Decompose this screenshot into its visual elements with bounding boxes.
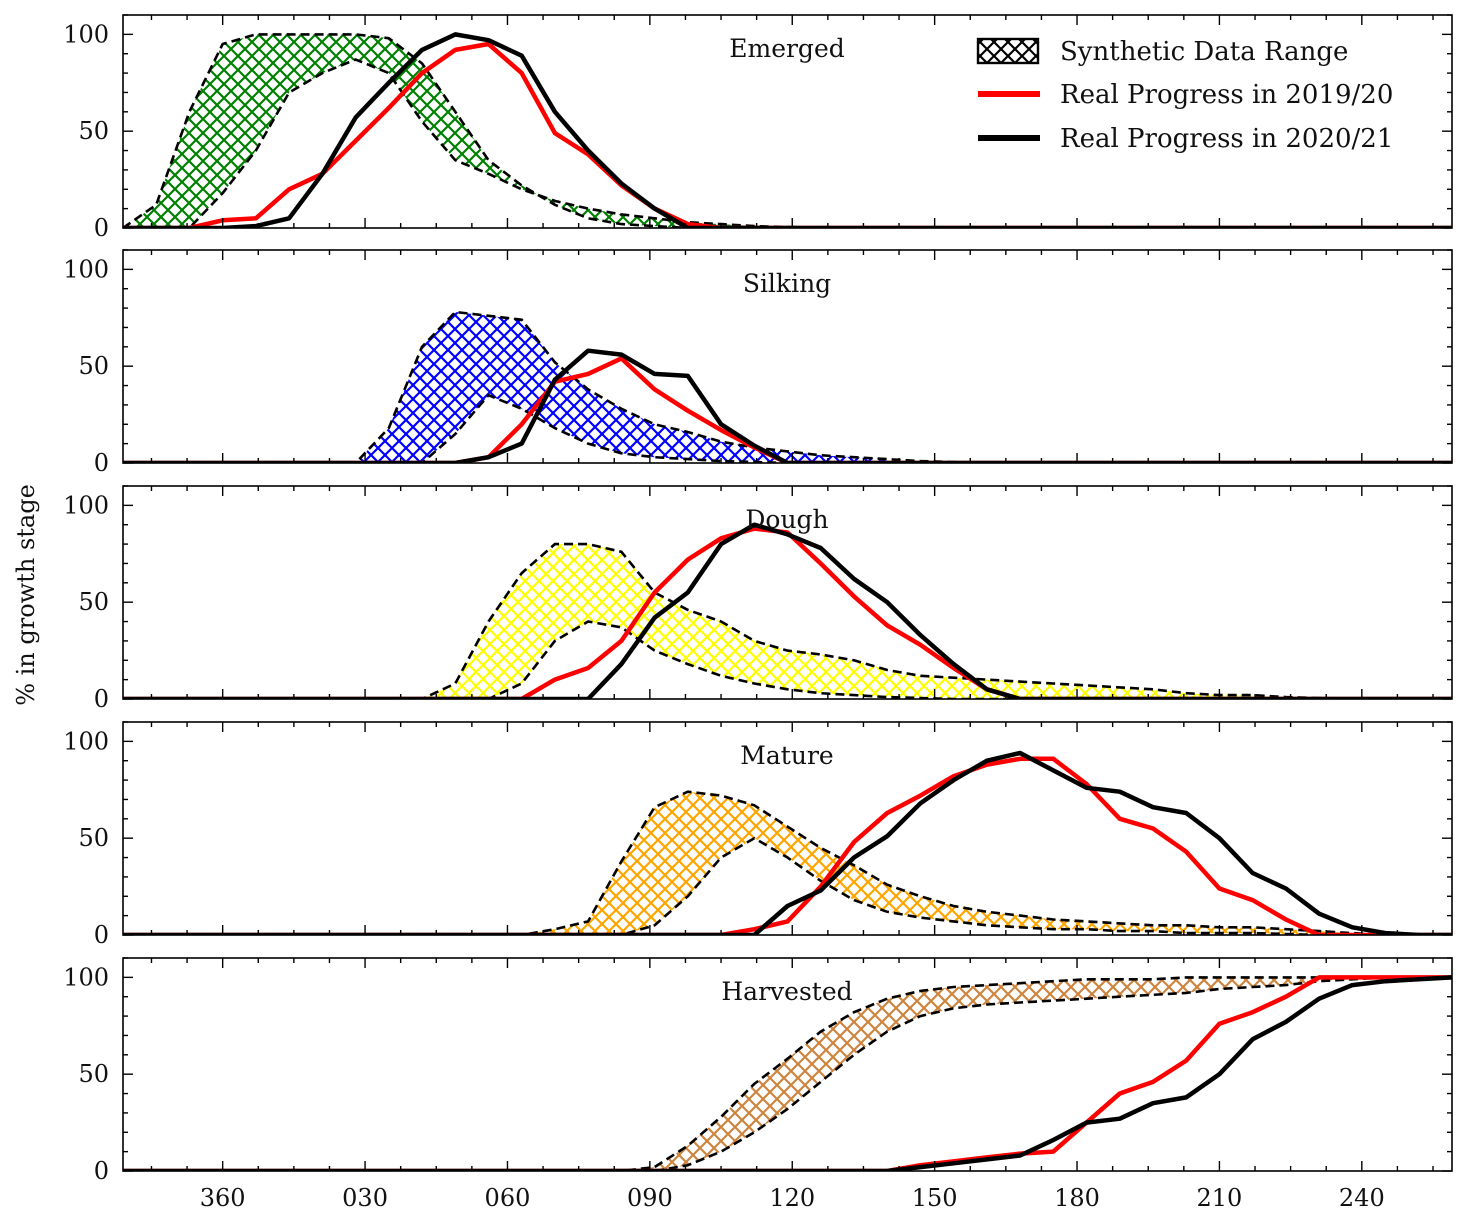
panel-frame bbox=[122, 249, 1453, 464]
x-tick-label: 240 bbox=[1339, 1184, 1385, 1212]
y-tick-label: 0 bbox=[94, 449, 109, 477]
x-tick-label: 150 bbox=[912, 1184, 958, 1212]
range-lower-line bbox=[123, 620, 1452, 699]
y-tick-label: 100 bbox=[63, 727, 109, 755]
y-tick-label: 50 bbox=[78, 117, 109, 145]
series-2020-21-line bbox=[123, 750, 1452, 935]
y-tick-label: 0 bbox=[94, 214, 109, 242]
panel-frame bbox=[122, 485, 1453, 700]
panel-title: Dough bbox=[745, 505, 828, 534]
x-tick-label: 090 bbox=[627, 1184, 673, 1212]
x-tick-label: 120 bbox=[769, 1184, 815, 1212]
y-tick-label: 100 bbox=[63, 20, 109, 48]
panel-dough: 0 50 100 Dough bbox=[63, 485, 1453, 713]
x-tick-label: 060 bbox=[485, 1184, 531, 1212]
panel-title: Silking bbox=[743, 269, 831, 298]
panel-title: Emerged bbox=[729, 34, 845, 63]
y-tick-label: 0 bbox=[94, 685, 109, 713]
series-2019-20-line bbox=[123, 356, 1452, 463]
legend-label: Real Progress in 2019/20 bbox=[1060, 80, 1393, 110]
range-upper-line bbox=[123, 790, 1452, 935]
y-tick-label: 50 bbox=[78, 588, 109, 616]
y-tick-label: 50 bbox=[78, 1060, 109, 1088]
synthetic-range-area bbox=[123, 544, 1452, 699]
panel-title: Mature bbox=[740, 741, 833, 770]
range-lower-line bbox=[123, 393, 1452, 463]
legend: Synthetic Data Range Real Progress in 201… bbox=[976, 37, 1393, 154]
y-tick-label: 100 bbox=[63, 963, 109, 991]
series-2020-21-line bbox=[123, 522, 1452, 699]
synthetic-range-area bbox=[123, 791, 1452, 935]
y-tick-label: 0 bbox=[94, 1157, 109, 1185]
synthetic-range-area bbox=[123, 312, 1452, 463]
range-upper-line bbox=[123, 976, 1452, 1171]
series-2020-21-line bbox=[123, 32, 1452, 228]
y-axis-label: % in growth stage bbox=[12, 484, 40, 706]
series-2020-21-line bbox=[123, 975, 1452, 1171]
synthetic-range-area bbox=[123, 977, 1452, 1171]
x-tick-label: 030 bbox=[342, 1184, 388, 1212]
panel-frame bbox=[122, 957, 1453, 1172]
legend-hatch-swatch bbox=[976, 37, 1040, 65]
legend-label: Synthetic Data Range bbox=[1060, 37, 1348, 67]
y-tick-label: 50 bbox=[78, 824, 109, 852]
range-upper-line bbox=[123, 542, 1452, 699]
panel-frame bbox=[122, 721, 1453, 936]
legend-label: Real Progress in 2020/21 bbox=[1060, 124, 1393, 154]
synthetic-range-area bbox=[123, 34, 1452, 228]
y-tick-label: 0 bbox=[94, 921, 109, 949]
x-tick-label: 180 bbox=[1054, 1184, 1100, 1212]
panel-silking: 0 50 100 Silking bbox=[63, 249, 1453, 477]
y-tick-label: 100 bbox=[63, 255, 109, 283]
range-upper-line bbox=[123, 310, 1452, 463]
x-tick-label: 360 bbox=[200, 1184, 246, 1212]
range-lower-line bbox=[123, 58, 1452, 228]
series-2020-21-line bbox=[123, 348, 1452, 463]
x-tick-label: 210 bbox=[1197, 1184, 1243, 1212]
panel-harvested: 0 50 100 Harvested 360 030 060 090 120 150 180 210 2… bbox=[63, 957, 1453, 1212]
y-tick-label: 100 bbox=[63, 491, 109, 519]
panel-mature: 0 50 100 Mature bbox=[63, 721, 1453, 949]
panel-frame bbox=[122, 14, 1453, 229]
series-2019-20-line bbox=[123, 756, 1452, 935]
panel-title: Harvested bbox=[721, 977, 852, 1006]
panel-emerged: 0 50 100 Emerged bbox=[63, 14, 1453, 242]
y-tick-label: 50 bbox=[78, 352, 109, 380]
